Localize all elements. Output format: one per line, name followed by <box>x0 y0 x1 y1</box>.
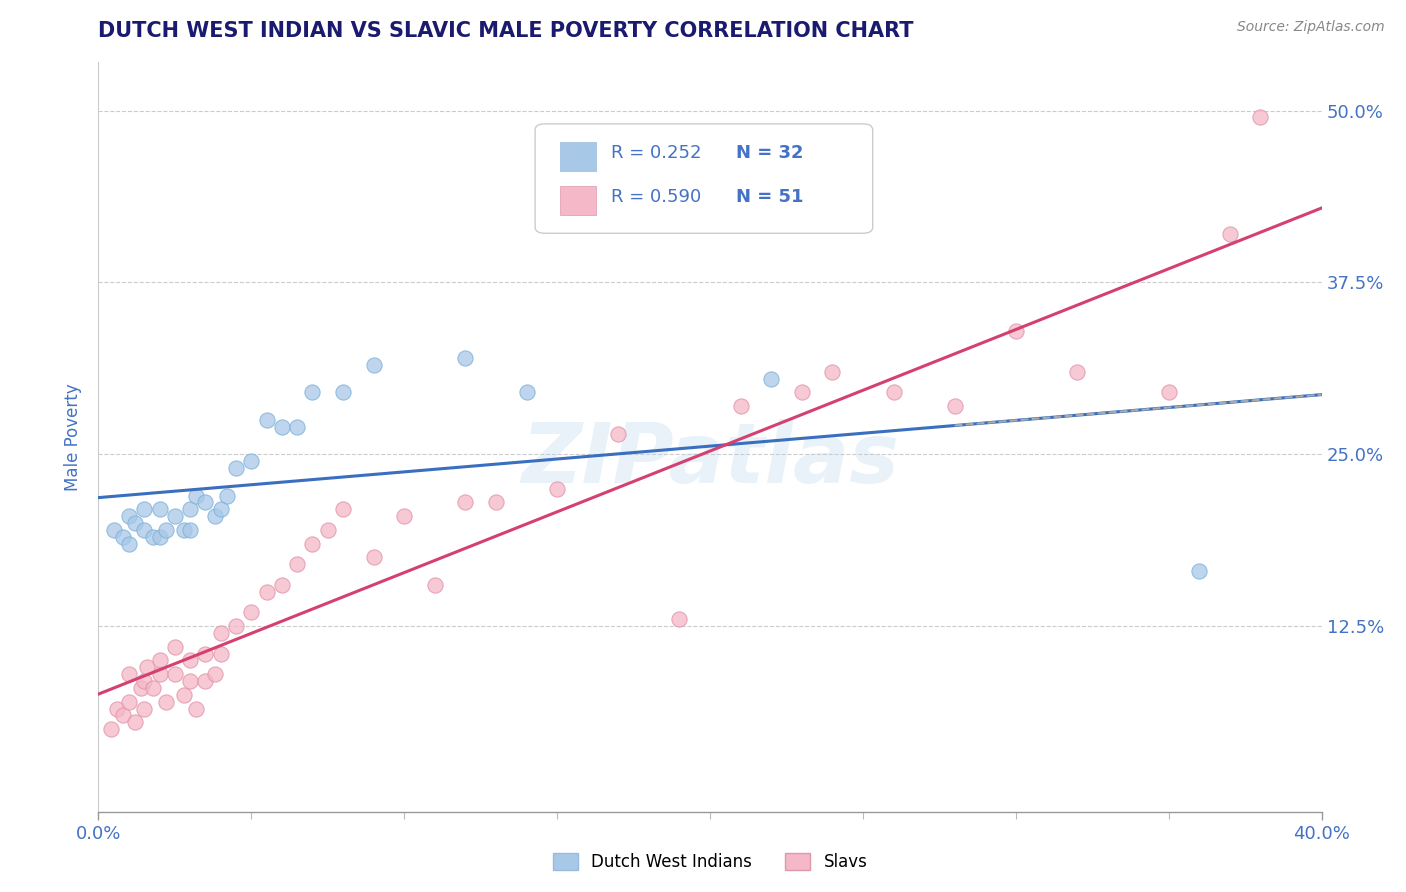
Point <box>111 530 134 544</box>
Point <box>301 385 323 400</box>
Point <box>173 523 195 537</box>
Point <box>204 509 226 524</box>
Point <box>179 502 201 516</box>
Point <box>179 674 201 689</box>
Point <box>118 509 141 524</box>
Point <box>118 695 141 709</box>
Point <box>204 667 226 681</box>
Text: N = 51: N = 51 <box>735 187 803 206</box>
Point <box>149 530 172 544</box>
Point <box>270 419 292 434</box>
Point <box>1188 564 1211 578</box>
Point <box>103 523 125 537</box>
Point <box>163 509 186 524</box>
Point <box>163 640 186 654</box>
Point <box>332 502 354 516</box>
Point <box>485 495 508 509</box>
Point <box>155 523 177 537</box>
Text: DUTCH WEST INDIAN VS SLAVIC MALE POVERTY CORRELATION CHART: DUTCH WEST INDIAN VS SLAVIC MALE POVERTY… <box>98 21 914 41</box>
Point <box>194 647 217 661</box>
Point <box>186 489 208 503</box>
Point <box>363 358 385 372</box>
Point <box>136 660 159 674</box>
Point <box>285 419 308 434</box>
Point <box>194 495 217 509</box>
Point <box>821 365 844 379</box>
Point <box>1249 111 1271 125</box>
Point <box>423 578 446 592</box>
Point <box>118 667 141 681</box>
Point <box>256 413 278 427</box>
Text: R = 0.252: R = 0.252 <box>612 144 702 161</box>
Point <box>105 701 128 715</box>
Point <box>209 626 232 640</box>
Point <box>332 385 354 400</box>
Point <box>179 653 201 667</box>
Point <box>607 426 630 441</box>
Point <box>270 578 292 592</box>
Point <box>790 385 813 400</box>
Point <box>546 482 568 496</box>
Point <box>134 502 156 516</box>
Point <box>111 708 134 723</box>
Point <box>943 399 966 413</box>
Point <box>883 385 905 400</box>
Point <box>149 653 172 667</box>
Point <box>215 489 238 503</box>
Point <box>730 399 752 413</box>
Text: R = 0.590: R = 0.590 <box>612 187 702 206</box>
Point <box>179 523 201 537</box>
Point <box>392 509 416 524</box>
FancyBboxPatch shape <box>560 143 596 170</box>
Text: N = 32: N = 32 <box>735 144 803 161</box>
Point <box>100 723 122 737</box>
Point <box>225 619 247 633</box>
Point <box>225 461 247 475</box>
Point <box>134 523 156 537</box>
Point <box>118 536 141 550</box>
Point <box>759 371 782 385</box>
Point <box>194 674 217 689</box>
Point <box>173 688 195 702</box>
Point <box>142 530 165 544</box>
Point <box>285 558 308 572</box>
Point <box>1157 385 1180 400</box>
Point <box>454 495 477 509</box>
Point <box>142 681 165 695</box>
FancyBboxPatch shape <box>560 186 596 215</box>
Point <box>163 667 186 681</box>
Point <box>129 681 152 695</box>
Point <box>209 647 232 661</box>
Point <box>516 385 538 400</box>
Point <box>316 523 339 537</box>
Point <box>209 502 232 516</box>
Point <box>1004 324 1026 338</box>
Text: Source: ZipAtlas.com: Source: ZipAtlas.com <box>1237 20 1385 34</box>
FancyBboxPatch shape <box>536 124 873 234</box>
Point <box>240 454 263 468</box>
Point <box>155 695 177 709</box>
Point <box>134 674 156 689</box>
Y-axis label: Male Poverty: Male Poverty <box>65 384 83 491</box>
Point <box>454 351 477 365</box>
Point <box>240 606 263 620</box>
Point <box>134 701 156 715</box>
Text: ZIPatlas: ZIPatlas <box>522 419 898 500</box>
Point <box>186 701 208 715</box>
Point <box>124 516 146 530</box>
Point <box>149 667 172 681</box>
Point <box>668 612 690 626</box>
Point <box>256 584 278 599</box>
Point <box>363 550 385 565</box>
Legend: Dutch West Indians, Slavs: Dutch West Indians, Slavs <box>553 853 868 871</box>
Point <box>149 502 172 516</box>
Point <box>124 715 146 730</box>
Point <box>301 536 323 550</box>
Point <box>1219 227 1241 242</box>
Point <box>1066 365 1088 379</box>
